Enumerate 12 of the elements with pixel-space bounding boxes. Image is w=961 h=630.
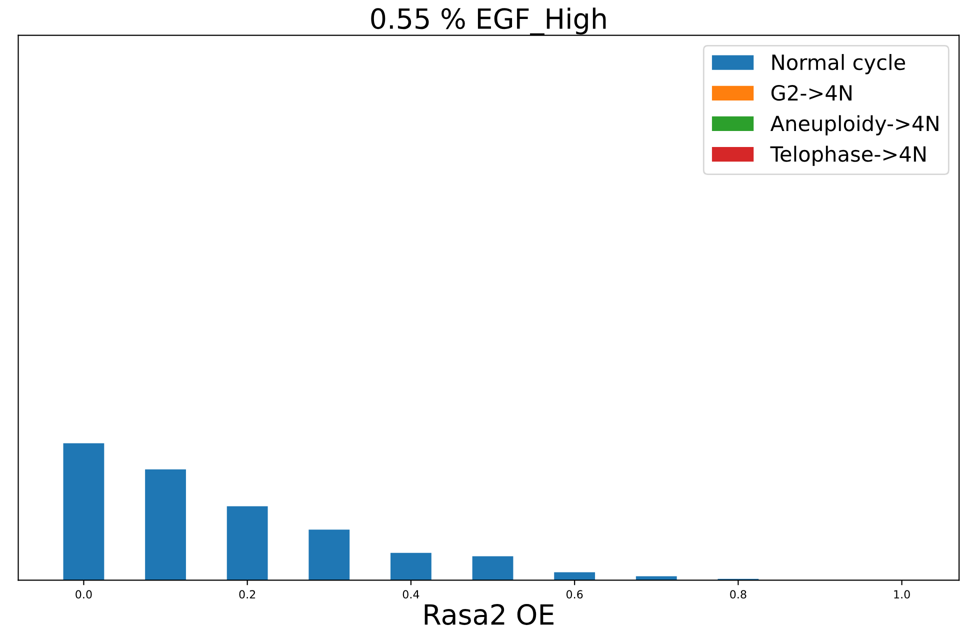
x-tick-label: 0.6 (566, 590, 583, 599)
legend-label: Telophase->4N (770, 146, 926, 166)
x-tick-label: 0.4 (402, 590, 420, 599)
x-tick-label: 0.2 (239, 590, 256, 599)
chart-title: 0.55 % EGF_High (371, 8, 606, 36)
x-tick-label: 0.0 (76, 590, 92, 599)
x-tick-label: 1.0 (894, 590, 910, 599)
legend-label: G2->4N (771, 84, 852, 101)
x-axis-title: Rasa2 OE (424, 604, 554, 625)
legend-label: Aneuploidy->4N (770, 115, 938, 136)
x-tick-label: 0.8 (730, 590, 746, 599)
legend-label: Normal cycle (772, 54, 906, 74)
